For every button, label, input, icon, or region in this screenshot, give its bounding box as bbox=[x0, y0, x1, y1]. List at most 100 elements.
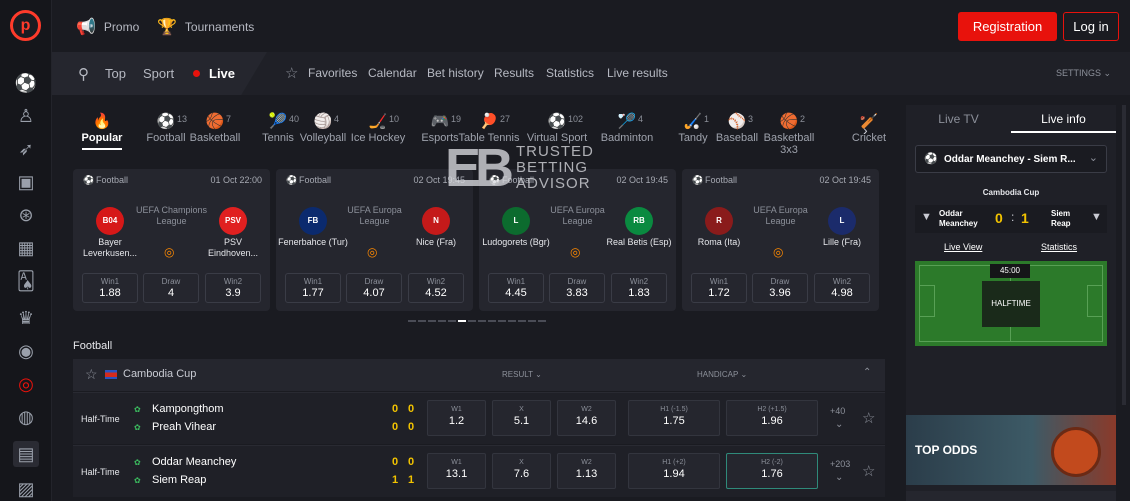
odd-win1[interactable]: Win1 1.72 bbox=[691, 273, 747, 303]
sport-tab[interactable]: 🏒 Ice Hockey 10 bbox=[343, 112, 413, 144]
sport-tab[interactable]: ⚽ Virtual Sport 102 bbox=[522, 112, 592, 144]
pager-dot[interactable] bbox=[508, 320, 516, 322]
settings-button[interactable]: SETTINGS ⌄ bbox=[1056, 68, 1111, 79]
pager-dot[interactable] bbox=[518, 320, 526, 322]
flag-uk-icon[interactable]: ▨ bbox=[17, 479, 35, 499]
odd-win1[interactable]: Win1 4.45 bbox=[488, 273, 544, 303]
promo-link[interactable]: 📢 Promo bbox=[76, 17, 139, 37]
nav-calendar[interactable]: Calendar bbox=[368, 66, 417, 80]
wheel-icon[interactable]: ⊛ bbox=[18, 205, 34, 225]
sport-tab[interactable]: 🎾 Tennis 40 bbox=[243, 112, 313, 144]
star-icon[interactable]: ☆ bbox=[862, 463, 876, 480]
brand-logo[interactable]: p bbox=[10, 10, 41, 41]
pager-dot[interactable] bbox=[408, 320, 416, 322]
odd-draw[interactable]: Draw 4.07 bbox=[346, 273, 402, 303]
chevron-down-icon[interactable]: ⌄ bbox=[835, 419, 844, 430]
match-card[interactable]: ⚽ Football 02 Oct 19:45 UEFA Europa League ◎… bbox=[276, 169, 473, 311]
clock-icon[interactable]: ◍ bbox=[18, 407, 34, 427]
nav-top[interactable]: Top bbox=[105, 66, 126, 81]
pager-dot[interactable] bbox=[498, 320, 506, 322]
chevron-down-icon[interactable]: ⌄ bbox=[835, 472, 844, 483]
odd-h1[interactable]: H1 (-1.5) 1.75 bbox=[628, 400, 720, 436]
odd-w2[interactable]: W2 14.6 bbox=[557, 400, 616, 436]
match-card[interactable]: ⚽ Football 02 Oct 19:45 UEFA Europa League ◎… bbox=[479, 169, 676, 311]
live-view-link[interactable]: Live View bbox=[944, 242, 983, 252]
tv-icon[interactable]: ▣ bbox=[17, 172, 35, 192]
sport-tab[interactable]: 🏸 Badminton 4 bbox=[592, 112, 662, 144]
league-header[interactable]: ☆ Cambodia Cup RESULT ⌄ HANDICAP ⌄ ⌃ bbox=[73, 359, 885, 391]
pager-dot[interactable] bbox=[418, 320, 426, 322]
odd-x[interactable]: X 7.6 bbox=[492, 453, 551, 489]
table-row[interactable]: Half-Time ✿ ✿ Kampongthom Preah Vihear 0 0 0 0 W1… bbox=[73, 392, 885, 444]
search-icon[interactable]: ⚲ bbox=[78, 66, 89, 83]
sport-tab[interactable]: ⚽ Football 13 bbox=[131, 112, 201, 144]
odd-draw[interactable]: Draw 3.83 bbox=[549, 273, 605, 303]
sport-tab[interactable]: 🏑 Tandy 1 bbox=[658, 112, 728, 144]
trophy-icon[interactable]: ♛ bbox=[17, 308, 35, 328]
odd-h1[interactable]: H1 (+2) 1.94 bbox=[628, 453, 720, 489]
tab-live-tv[interactable]: Live TV bbox=[938, 112, 979, 126]
match-card[interactable]: ⚽ Football 01 Oct 22:00 UEFA Champions Leag… bbox=[73, 169, 270, 311]
pager-dot[interactable] bbox=[448, 320, 456, 322]
nav-live[interactable]: Live bbox=[209, 66, 236, 81]
odd-h2[interactable]: H2 (-2) 1.76 bbox=[726, 453, 818, 489]
nav-live-results[interactable]: Live results bbox=[607, 66, 668, 80]
sport-tab[interactable]: 🏀 Basketball 7 bbox=[180, 112, 250, 144]
login-button[interactable]: Log in bbox=[1063, 12, 1119, 41]
cards-icon[interactable]: 🂡 bbox=[16, 271, 36, 291]
registration-button[interactable]: Registration bbox=[958, 12, 1057, 41]
pager-dot[interactable] bbox=[488, 320, 496, 322]
table-row[interactable]: Half-Time ✿ ✿ Oddar Meanchey Siem Reap 0 0 1 1 W1… bbox=[73, 445, 885, 497]
odd-win2[interactable]: Win2 1.83 bbox=[611, 273, 667, 303]
pager-dot[interactable] bbox=[438, 320, 446, 322]
nav-results[interactable]: Results bbox=[494, 66, 535, 80]
pager-dot[interactable] bbox=[458, 320, 466, 322]
nav-sport[interactable]: Sport bbox=[143, 66, 175, 81]
odd-win2[interactable]: Win2 4.98 bbox=[814, 273, 870, 303]
odd-draw[interactable]: Draw 4 bbox=[143, 273, 199, 303]
top-odds-banner[interactable]: TOP ODDS bbox=[906, 415, 1116, 485]
sport-tab[interactable]: 🏓 Table Tennis 27 bbox=[454, 112, 524, 144]
sport-tab[interactable]: ⚾ Baseball 3 bbox=[702, 112, 772, 144]
odd-win2[interactable]: Win2 3.9 bbox=[205, 273, 261, 303]
odd-win1[interactable]: Win1 1.77 bbox=[285, 273, 341, 303]
nav-bet-history[interactable]: Bet history bbox=[427, 66, 484, 80]
tab-live-info[interactable]: Live info bbox=[1011, 105, 1116, 133]
odd-w1[interactable]: W1 1.2 bbox=[427, 400, 486, 436]
chat-icon[interactable]: ▤ bbox=[13, 441, 39, 467]
odd-w2[interactable]: W2 1.13 bbox=[557, 453, 616, 489]
result-market[interactable]: RESULT ⌄ bbox=[502, 370, 542, 379]
soccer-ball-icon[interactable]: ⚽ bbox=[14, 73, 38, 93]
nav-statistics[interactable]: Statistics bbox=[546, 66, 595, 80]
statistics-link[interactable]: Statistics bbox=[1041, 242, 1078, 252]
carousel-pager[interactable] bbox=[408, 320, 548, 323]
pager-dot[interactable] bbox=[538, 320, 546, 322]
odd-win1[interactable]: Win1 1.88 bbox=[82, 273, 138, 303]
odd-draw[interactable]: Draw 3.96 bbox=[752, 273, 808, 303]
scrollbar[interactable] bbox=[1122, 105, 1126, 405]
chevron-right-icon[interactable]: › bbox=[863, 122, 868, 138]
star-icon[interactable]: ☆ bbox=[862, 410, 876, 427]
target-icon[interactable]: ◎ bbox=[18, 374, 34, 394]
handicap-market[interactable]: HANDICAP ⌄ bbox=[697, 370, 747, 379]
sport-tab[interactable]: 🏀 Basketball 3x3 2 bbox=[754, 112, 824, 156]
sport-tab[interactable]: 🏏 Cricket bbox=[834, 112, 904, 144]
star-icon[interactable]: ☆ bbox=[285, 65, 299, 82]
more-markets[interactable]: +203 bbox=[830, 459, 851, 469]
odd-x[interactable]: X 5.1 bbox=[492, 400, 551, 436]
star-icon[interactable]: ☆ bbox=[85, 366, 98, 382]
slot-icon[interactable]: ▦ bbox=[17, 238, 35, 258]
sport-tab[interactable]: 🔥 Popular bbox=[72, 112, 132, 150]
sport-tab[interactable]: 🎮 Esports 19 bbox=[405, 112, 475, 144]
user-icon[interactable]: ♙ bbox=[17, 106, 35, 126]
tournaments-link[interactable]: 🏆 Tournaments bbox=[157, 17, 254, 37]
odd-w1[interactable]: W1 13.1 bbox=[427, 453, 486, 489]
pager-dot[interactable] bbox=[528, 320, 536, 322]
nav-favorites[interactable]: Favorites bbox=[308, 66, 358, 80]
sport-tab[interactable]: 🏐 Volleyball 4 bbox=[288, 112, 358, 144]
ball-icon[interactable]: ◉ bbox=[18, 341, 34, 361]
match-select[interactable]: ⚽ Oddar Meanchey - Siem R... ⌄ bbox=[915, 145, 1107, 173]
odd-h2[interactable]: H2 (+1.5) 1.96 bbox=[726, 400, 818, 436]
pager-dot[interactable] bbox=[478, 320, 486, 322]
odd-win2[interactable]: Win2 4.52 bbox=[408, 273, 464, 303]
